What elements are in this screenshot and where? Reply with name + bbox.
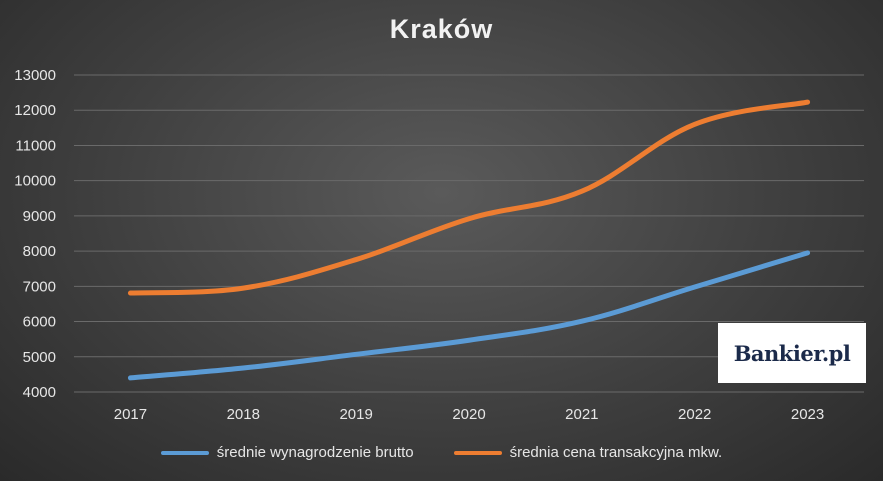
y-axis: 4000 5000 6000 7000 8000 9000 10000 11000 12000 1…	[14, 67, 56, 401]
x-tick-label: 2021	[565, 406, 598, 423]
y-tick-label: 12000	[14, 102, 56, 119]
bankier-logo: Bankier.pl	[718, 323, 866, 383]
legend-item-salary: średnie wynagrodzenie brutto	[160, 444, 414, 461]
legend-swatch-price	[453, 450, 502, 455]
gridlines	[74, 74, 864, 393]
x-tick-label: 2023	[791, 406, 824, 423]
x-tick-label: 2022	[678, 406, 711, 423]
legend-item-price: średnia cena transakcyjna mkw.	[453, 444, 723, 461]
legend-label-salary: średnie wynagrodzenie brutto	[216, 444, 414, 461]
chart-title: Kraków	[389, 14, 494, 44]
y-tick-label: 9000	[23, 208, 56, 225]
x-tick-label: 2019	[339, 406, 372, 423]
y-tick-label: 11000	[15, 137, 56, 154]
series-line-1	[127, 99, 811, 296]
y-tick-label: 7000	[23, 278, 56, 295]
x-axis: 2017 2018 2019 2020 2021 2022 2023	[114, 406, 825, 423]
y-tick-label: 5000	[23, 349, 56, 366]
logo-text: Bankier.pl	[733, 340, 851, 366]
legend: średnie wynagrodzenie brutto średnia cen…	[0, 444, 883, 461]
y-tick-label: 10000	[14, 173, 56, 190]
x-tick-label: 2020	[452, 406, 485, 423]
x-tick-label: 2018	[227, 406, 260, 423]
y-tick-label: 4000	[23, 384, 56, 401]
y-tick-label: 13000	[14, 67, 56, 84]
legend-swatch-salary	[160, 450, 209, 455]
legend-label-price: średnia cena transakcyjna mkw.	[509, 444, 723, 461]
y-tick-label: 6000	[23, 314, 56, 331]
series-lines	[127, 99, 811, 381]
y-tick-label: 8000	[23, 243, 56, 260]
x-tick-label: 2017	[114, 406, 147, 423]
series-line-0	[127, 250, 811, 381]
